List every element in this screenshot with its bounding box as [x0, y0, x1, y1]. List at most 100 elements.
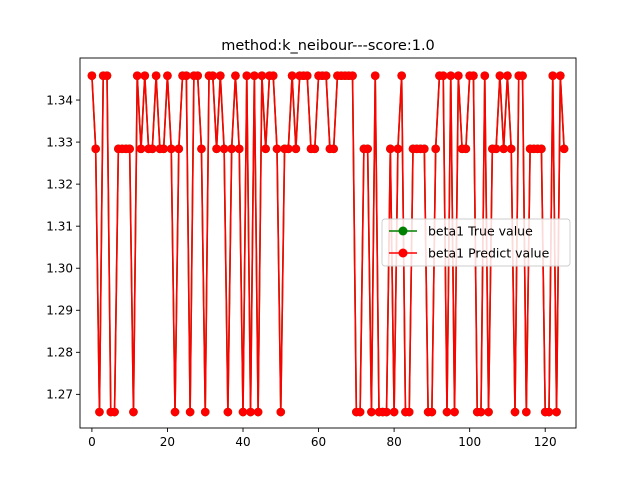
data-point	[469, 71, 478, 80]
y-tick-label: 1.27	[46, 388, 73, 402]
y-tick-label: 1.34	[46, 93, 73, 107]
data-point	[182, 71, 191, 80]
data-point	[370, 71, 380, 80]
data-point	[499, 144, 508, 154]
data-point	[253, 407, 263, 417]
data-point	[420, 144, 429, 154]
y-tick-label: 1.28	[46, 346, 73, 360]
data-point	[125, 144, 134, 154]
x-tick-label: 120	[534, 435, 557, 449]
x-tick-label: 100	[458, 435, 481, 449]
data-point	[272, 144, 282, 154]
data-point	[216, 71, 225, 80]
data-point	[404, 407, 414, 417]
data-point	[522, 407, 531, 417]
data-point	[219, 144, 229, 154]
data-point	[491, 144, 501, 154]
data-point	[212, 144, 221, 154]
data-point	[276, 407, 286, 417]
x-tick-label: 60	[311, 435, 326, 449]
data-point	[200, 407, 210, 417]
data-point	[132, 71, 142, 80]
data-point	[518, 71, 527, 80]
plot-area	[87, 71, 569, 417]
data-point	[454, 71, 463, 80]
data-point	[246, 407, 255, 417]
x-tick-label: 20	[160, 435, 175, 449]
data-point	[363, 144, 372, 154]
data-point	[503, 71, 512, 80]
series-line	[91, 74, 565, 413]
data-point	[389, 407, 399, 417]
data-point	[159, 144, 168, 154]
data-point	[227, 144, 236, 154]
data-point	[355, 407, 365, 417]
data-point	[450, 407, 459, 417]
x-tick-label: 0	[88, 435, 96, 449]
data-point	[163, 71, 172, 80]
data-point	[442, 407, 452, 417]
data-point	[102, 71, 112, 80]
data-point	[329, 144, 338, 154]
data-point	[480, 71, 490, 80]
legend-label-predict: beta1 Predict value	[428, 246, 550, 261]
data-point	[559, 144, 569, 154]
y-tick-label: 1.33	[46, 135, 73, 149]
data-point	[166, 144, 176, 154]
data-point	[367, 407, 376, 417]
data-point	[261, 144, 270, 154]
data-point	[91, 144, 100, 154]
data-point	[287, 71, 297, 80]
data-point	[231, 71, 240, 80]
data-point	[386, 144, 395, 154]
data-point	[197, 144, 206, 154]
data-point	[223, 407, 233, 417]
data-point	[268, 71, 278, 80]
data-point	[238, 407, 248, 417]
data-point	[284, 144, 293, 154]
data-point	[193, 71, 202, 80]
data-point	[310, 144, 320, 154]
legend-marker-true	[398, 226, 408, 236]
y-tick-label: 1.30	[46, 262, 73, 276]
data-point	[548, 71, 558, 80]
legend-marker-predict	[398, 248, 408, 258]
data-point	[110, 407, 119, 417]
x-tick-label: 40	[235, 435, 250, 449]
data-point	[140, 71, 150, 80]
data-point	[495, 71, 505, 80]
data-point	[438, 71, 448, 80]
data-point	[397, 71, 406, 80]
data-point	[208, 71, 218, 80]
data-point	[461, 144, 471, 154]
data-point	[427, 407, 437, 417]
data-point	[257, 71, 267, 80]
data-point	[151, 71, 161, 80]
data-point	[148, 144, 157, 154]
legend-label-true: beta1 True value	[428, 224, 533, 239]
data-point	[510, 407, 520, 417]
data-point	[242, 71, 252, 80]
data-point	[302, 71, 312, 80]
data-point	[431, 144, 440, 154]
data-point	[556, 71, 565, 80]
data-point	[537, 144, 546, 154]
data-point	[250, 71, 259, 80]
data-point	[321, 71, 331, 80]
data-point	[382, 407, 391, 417]
series-predict-value	[87, 71, 569, 417]
axes-frame	[79, 57, 577, 429]
data-point	[446, 71, 456, 80]
data-point	[185, 407, 195, 417]
data-point	[174, 144, 184, 154]
data-point	[129, 407, 138, 417]
legend: beta1 True value beta1 Predict value	[381, 218, 571, 267]
y-tick-label: 1.29	[46, 304, 73, 318]
data-point	[476, 407, 486, 417]
data-point	[170, 407, 180, 417]
axes: 0 20 40 60 80 100 120 1.27 1.28 1.29 1.30 1.31 1.32 1…	[46, 93, 556, 449]
data-point	[506, 144, 516, 154]
data-point	[544, 407, 554, 417]
chart-title: method:k_neibour---score:1.0	[221, 38, 435, 54]
